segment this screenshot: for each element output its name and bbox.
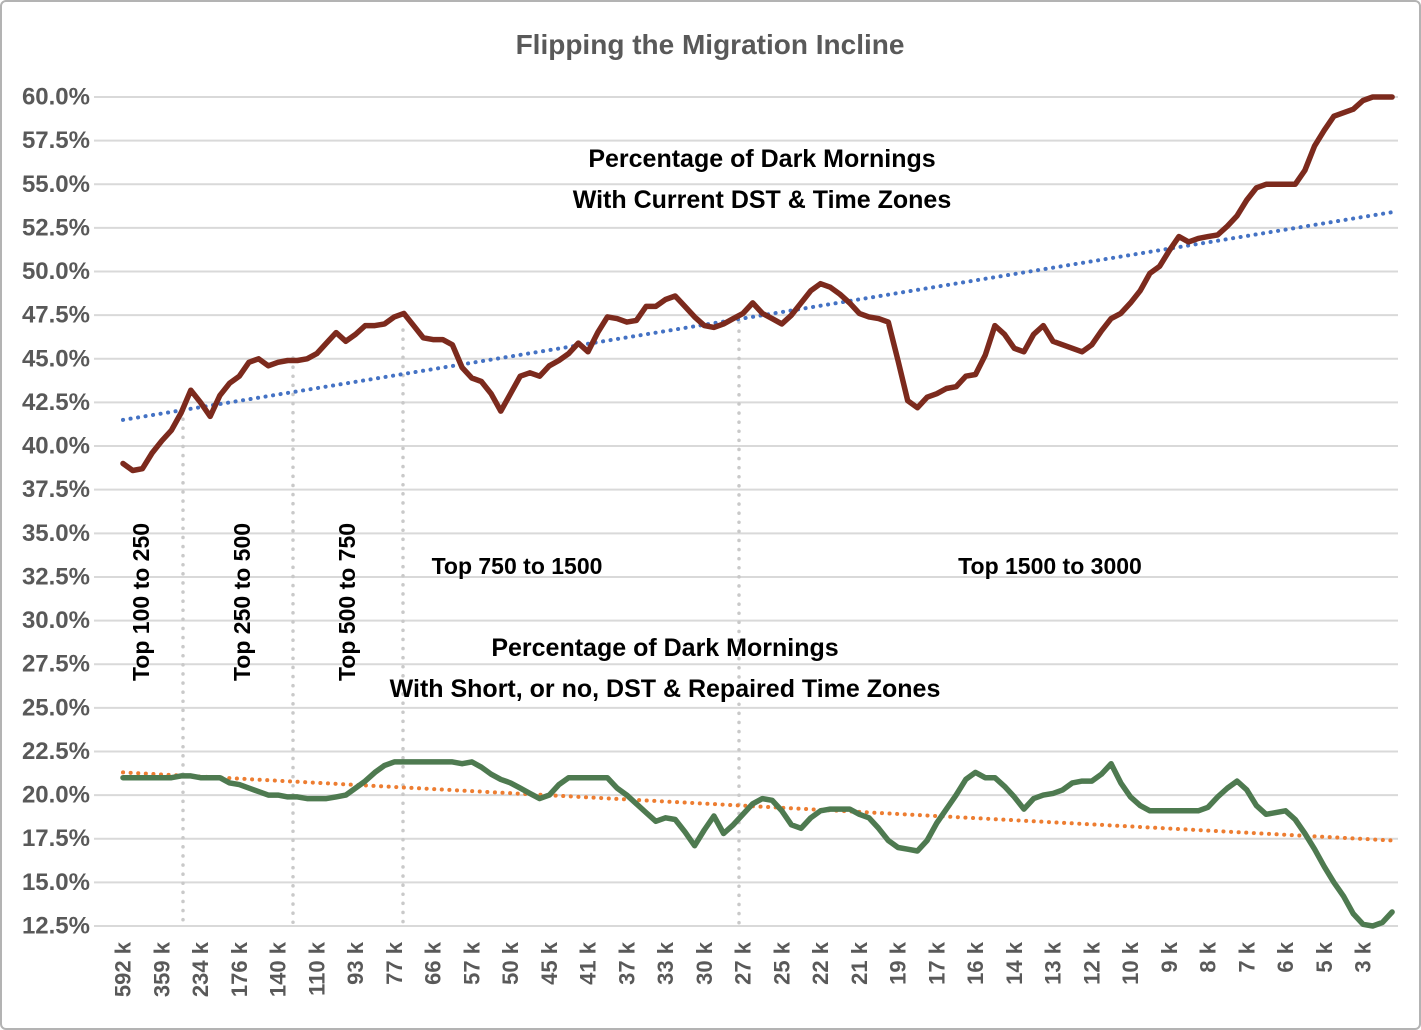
y-axis-tick-label: 22.5% (22, 738, 90, 765)
x-axis-tick-label: 77 k (382, 941, 407, 985)
y-axis-tick-label: 42.5% (22, 389, 90, 416)
x-axis-tick-label: 66 k (421, 941, 446, 985)
x-axis-tick-label: 19 k (886, 941, 911, 985)
y-axis-tick-label: 60.0% (22, 84, 90, 111)
repaired-dst-series-line (120, 759, 1395, 929)
annotation-line: With Short, or no, DST & Repaired Time Z… (390, 675, 941, 703)
x-axis-tick-label: 3 k (1351, 941, 1376, 972)
y-axis-tick-label: 15.0% (22, 869, 90, 896)
x-axis-tick-label: 6 k (1273, 941, 1298, 972)
x-axis-tick-label: 592 k (111, 941, 136, 997)
y-axis-tick-label: 52.5% (22, 214, 90, 241)
y-axis-tick-label: 37.5% (22, 476, 90, 503)
y-axis-tick-label: 32.5% (22, 563, 90, 590)
y-axis-tick-label: 57.5% (22, 127, 90, 154)
y-axis-tick-label: 27.5% (22, 651, 90, 678)
current-dst-trendline (121, 210, 1395, 422)
x-axis-labels: 592 k 359 k 234 k 176 k 140 k 110 k 93 k 77 k 66… (111, 941, 1376, 997)
y-axis-tick-label: 40.0% (22, 433, 90, 460)
x-axis-tick-label: 45 k (537, 941, 562, 985)
segment-labels: Top 100 to 250 Top 250 to 500 Top 500 to 7… (128, 523, 1142, 681)
segment-label: Top 100 to 250 (128, 523, 154, 681)
y-axis-labels: 60.0% 57.5% 55.0% 52.5% 50.0% 47.5% 45.0% 42.5%… (22, 84, 90, 940)
x-axis-tick-label: 33 k (653, 941, 678, 985)
x-axis-tick-label: 8 k (1196, 941, 1221, 972)
segment-label: Top 750 to 1500 (432, 553, 603, 579)
segment-divider-lines (181, 320, 741, 928)
y-axis-tick-label: 45.0% (22, 345, 90, 372)
x-axis-tick-label: 27 k (731, 941, 756, 985)
x-axis-tick-label: 9 k (1157, 941, 1182, 972)
annotation-line: Percentage of Dark Mornings (491, 634, 838, 662)
x-axis-tick-label: 7 k (1234, 941, 1259, 972)
x-axis-tick-label: 17 k (924, 941, 949, 985)
x-axis-tick-label: 16 k (963, 941, 988, 985)
x-axis-tick-label: 25 k (769, 941, 794, 985)
y-axis-tick-label: 47.5% (22, 302, 90, 329)
annotations: Percentage of Dark Mornings With Current … (390, 145, 952, 703)
y-axis-tick-label: 20.0% (22, 782, 90, 809)
x-axis-tick-label: 50 k (498, 941, 523, 985)
y-axis-tick-label: 17.5% (22, 825, 90, 852)
x-axis-tick-label: 14 k (1002, 941, 1027, 985)
segment-label: Top 1500 to 3000 (958, 553, 1142, 579)
y-axis-tick-label: 12.5% (22, 913, 90, 940)
x-axis-tick-label: 57 k (459, 941, 484, 985)
x-axis-tick-label: 110 k (304, 941, 329, 996)
x-axis-tick-label: 21 k (847, 941, 872, 985)
annotation-line: With Current DST & Time Zones (573, 186, 952, 214)
x-axis-tick-label: 30 k (692, 941, 717, 985)
x-axis-tick-label: 176 k (227, 941, 252, 997)
x-axis-tick-label: 234 k (188, 941, 213, 997)
y-gridlines (94, 96, 1398, 927)
y-axis-tick-label: 55.0% (22, 171, 90, 198)
segment-label: Top 500 to 750 (334, 523, 360, 681)
x-axis-tick-label: 37 k (614, 941, 639, 985)
x-axis-tick-label: 359 k (149, 941, 174, 997)
y-axis-tick-label: 35.0% (22, 520, 90, 547)
x-axis-tick-label: 13 k (1041, 941, 1066, 985)
x-axis-tick-label: 12 k (1079, 941, 1104, 985)
x-axis-tick-label: 93 k (343, 941, 368, 985)
x-axis-tick-label: 41 k (576, 941, 601, 985)
segment-label: Top 250 to 500 (229, 523, 255, 681)
x-axis-tick-label: 5 k (1312, 941, 1337, 972)
repaired-dst-trendline (121, 770, 1395, 843)
y-axis-tick-label: 25.0% (22, 694, 90, 721)
x-axis-tick-label: 140 k (266, 941, 291, 997)
y-axis-tick-label: 50.0% (22, 258, 90, 285)
x-axis-tick-label: 10 k (1118, 941, 1143, 985)
x-axis-tick-label: 22 k (808, 941, 833, 985)
y-axis-tick-label: 30.0% (22, 607, 90, 634)
chart-title: Flipping the Migration Incline (516, 29, 905, 60)
current-dst-series-line (120, 94, 1395, 474)
annotation-line: Percentage of Dark Mornings (588, 145, 935, 173)
